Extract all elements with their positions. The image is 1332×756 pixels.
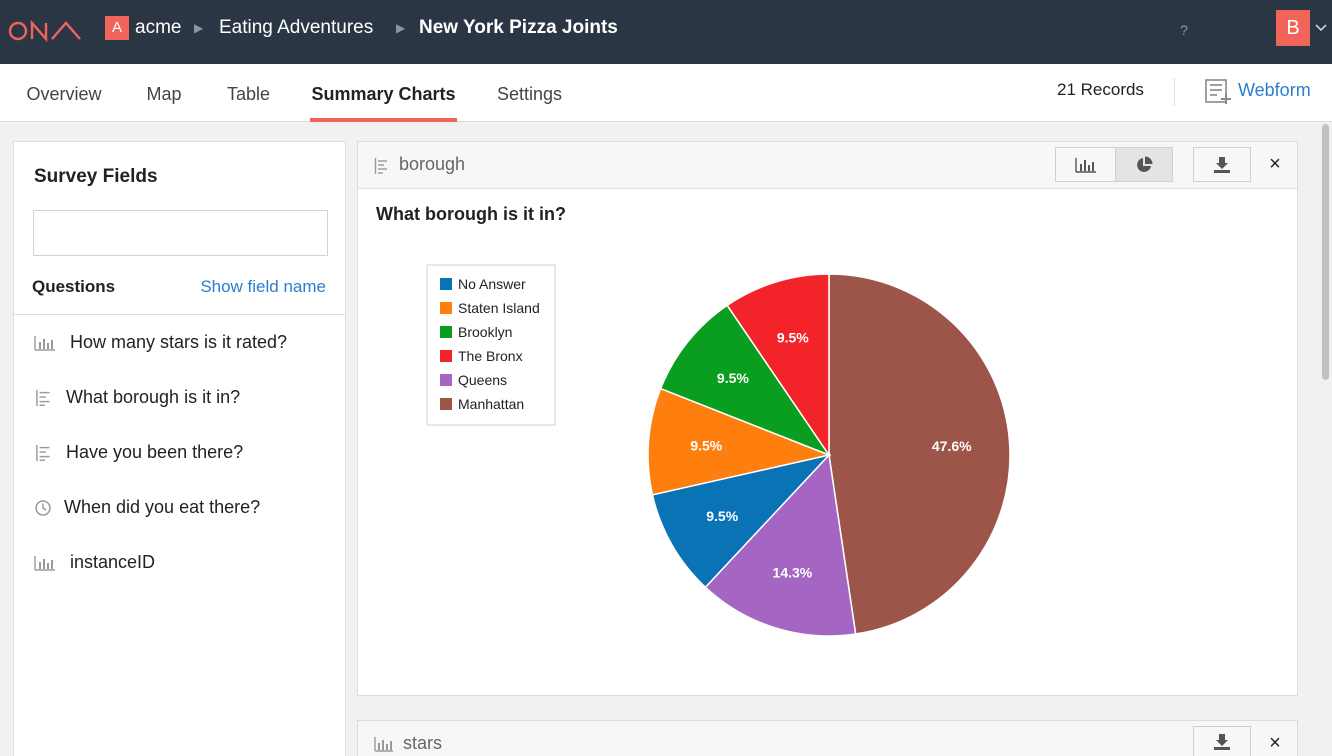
legend-swatch <box>440 302 452 314</box>
legend-label: Queens <box>458 372 507 388</box>
legend-swatch <box>440 398 452 410</box>
webform-icon[interactable] <box>1204 78 1232 106</box>
panel-header: borough <box>358 142 1297 189</box>
close-button[interactable]: × <box>1269 153 1281 175</box>
show-field-name-link[interactable]: Show field name <box>200 277 326 296</box>
pie-slice-manhattan[interactable] <box>828 273 1011 635</box>
tab-map[interactable]: Map <box>146 84 182 104</box>
legend-label: The Bronx <box>458 348 523 364</box>
pie-slice-label: 14.3% <box>773 565 813 581</box>
text-lines-icon <box>36 444 50 462</box>
bar-chart-icon <box>34 556 55 571</box>
pie-slice-label: 9.5% <box>690 438 722 454</box>
survey-fields-sidebar: Survey Fields Questions Show field name … <box>13 141 346 756</box>
pie-slice-label: 9.5% <box>717 370 749 386</box>
close-button[interactable]: × <box>1269 732 1281 754</box>
pie-slice-the-bronx[interactable] <box>726 273 830 458</box>
pie-slice-label: 9.5% <box>777 329 809 345</box>
pie-chart-button[interactable] <box>1115 148 1172 181</box>
chevron-down-icon[interactable] <box>1314 22 1328 34</box>
sidebar-title: Survey Fields <box>34 166 158 187</box>
bar-chart-button[interactable] <box>1056 148 1115 181</box>
breadcrumb-project[interactable]: Eating Adventures <box>219 17 374 38</box>
field-item-instance-id[interactable]: instanceID <box>34 550 334 576</box>
top-navigation-bar: A acme ▶ Eating Adventures ▶ New York Pi… <box>0 0 1332 64</box>
clock-icon <box>35 500 51 516</box>
chart-panel-stars: stars × <box>357 720 1298 756</box>
download-icon <box>1214 733 1230 750</box>
pie-slice-label: 9.5% <box>706 508 738 524</box>
legend-label: Staten Island <box>458 300 540 316</box>
bar-chart-icon <box>34 336 55 351</box>
org-avatar[interactable]: A <box>105 16 129 40</box>
bar-chart-icon <box>1074 157 1096 173</box>
download-button[interactable] <box>1193 726 1251 756</box>
field-item-been-there[interactable]: Have you been there? <box>34 440 334 466</box>
chart-title: What borough is it in? <box>376 204 566 224</box>
user-avatar[interactable]: B <box>1276 10 1310 46</box>
tab-settings[interactable]: Settings <box>496 84 563 104</box>
panel-field-name: borough <box>399 154 466 174</box>
breadcrumb-separator-icon: ▶ <box>194 21 204 35</box>
legend-swatch <box>440 278 452 290</box>
panel-field-name: stars <box>403 733 443 753</box>
questions-label: Questions <box>32 277 116 296</box>
help-button[interactable]: ? <box>1180 22 1188 38</box>
text-lines-icon <box>374 158 387 174</box>
pie-slice-queens[interactable] <box>704 453 857 637</box>
field-item-borough[interactable]: What borough is it in? <box>34 385 334 411</box>
pie-slice-brooklyn[interactable] <box>659 304 831 457</box>
field-item-date[interactable]: When did you eat there? <box>34 495 334 521</box>
field-item-label: What borough is it in? <box>66 387 241 407</box>
field-item-stars[interactable]: How many stars is it rated? <box>34 330 334 356</box>
chart-panel-borough: borough <box>357 141 1298 696</box>
legend-label: No Answer <box>458 276 526 292</box>
pie-slice-label: 47.6% <box>932 438 972 454</box>
legend-label: Brooklyn <box>458 324 512 340</box>
tab-overview[interactable]: Overview <box>26 84 102 104</box>
field-item-label: How many stars is it rated? <box>70 332 288 352</box>
webform-link[interactable]: Webform <box>1238 80 1311 100</box>
tab-table[interactable]: Table <box>226 84 271 104</box>
field-item-label: When did you eat there? <box>64 497 261 517</box>
records-count: 21 Records <box>1057 80 1144 99</box>
breadcrumb-form[interactable]: New York Pizza Joints <box>419 17 618 38</box>
breadcrumb-org[interactable]: acme <box>135 17 182 38</box>
divider <box>1174 78 1175 106</box>
bar-chart-icon <box>374 737 393 752</box>
download-icon <box>1214 156 1230 173</box>
legend-label: Manhattan <box>458 396 524 412</box>
download-button[interactable] <box>1193 147 1251 182</box>
pie-chart: 47.6% 14.3% 9.5% 9.5% 9.5% 9.5% No Answer State… <box>426 264 1011 637</box>
field-item-label: Have you been there? <box>66 442 244 462</box>
legend-swatch <box>440 374 452 386</box>
legend-swatch <box>440 326 452 338</box>
ona-logo[interactable] <box>8 18 84 44</box>
scrollbar-thumb[interactable] <box>1322 124 1329 380</box>
pie-chart-icon <box>1137 156 1153 172</box>
field-search-input[interactable] <box>33 210 328 256</box>
field-item-label: instanceID <box>70 552 156 572</box>
tab-summary-charts[interactable]: Summary Charts <box>310 64 457 122</box>
legend-swatch <box>440 350 452 362</box>
divider <box>14 314 345 315</box>
pie-slice-no-answer[interactable] <box>651 453 832 589</box>
pie-slice-staten-island[interactable] <box>647 387 832 496</box>
text-lines-icon <box>36 389 50 407</box>
breadcrumb-separator-icon: ▶ <box>396 21 406 35</box>
tab-bar: Overview Map Table Summary Charts Settin… <box>0 64 1332 122</box>
chart-type-toggle <box>1055 147 1173 182</box>
